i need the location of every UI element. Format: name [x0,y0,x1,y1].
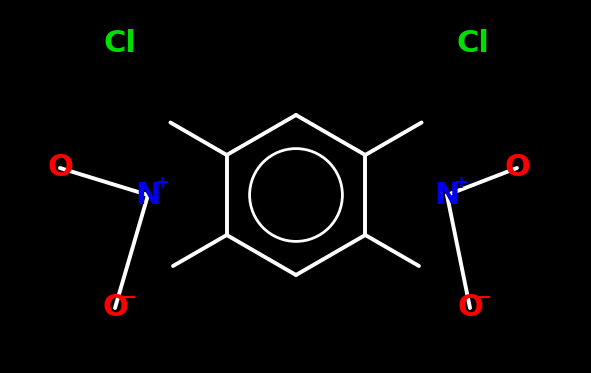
Text: −: − [476,289,492,307]
Text: +: + [453,174,469,192]
Text: N: N [135,181,161,210]
Text: N: N [434,181,460,210]
Text: O: O [102,294,128,323]
Text: Cl: Cl [457,28,489,57]
Text: O: O [457,294,483,323]
Text: −: − [121,289,137,307]
Text: O: O [47,154,73,182]
Text: +: + [154,174,170,192]
Text: O: O [504,154,530,182]
Text: Cl: Cl [103,28,137,57]
